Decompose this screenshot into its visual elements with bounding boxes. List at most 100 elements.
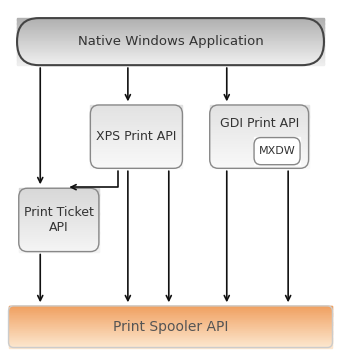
- Bar: [17, 40, 324, 41]
- Bar: [19, 231, 99, 233]
- Bar: [210, 155, 309, 156]
- Bar: [254, 153, 300, 154]
- Bar: [210, 130, 309, 131]
- Bar: [90, 109, 182, 110]
- Bar: [90, 111, 182, 112]
- Bar: [19, 220, 99, 221]
- Bar: [19, 248, 99, 249]
- Bar: [19, 239, 99, 240]
- Bar: [90, 107, 182, 108]
- Bar: [9, 335, 332, 336]
- Bar: [19, 207, 99, 208]
- Bar: [90, 156, 182, 158]
- Bar: [210, 149, 309, 150]
- Bar: [90, 127, 182, 128]
- Bar: [9, 306, 332, 307]
- Bar: [90, 161, 182, 162]
- Bar: [17, 64, 324, 65]
- Bar: [254, 162, 300, 163]
- Bar: [9, 325, 332, 326]
- Bar: [17, 50, 324, 51]
- Bar: [254, 141, 300, 142]
- Bar: [17, 55, 324, 56]
- Bar: [19, 221, 99, 222]
- Bar: [90, 155, 182, 156]
- Bar: [19, 195, 99, 197]
- Bar: [90, 146, 182, 147]
- Bar: [19, 222, 99, 223]
- Bar: [19, 193, 99, 195]
- Bar: [9, 347, 332, 348]
- Bar: [90, 145, 182, 146]
- Bar: [17, 51, 324, 52]
- Bar: [9, 312, 332, 313]
- Bar: [19, 201, 99, 202]
- Bar: [90, 159, 182, 160]
- Bar: [17, 26, 324, 27]
- Bar: [210, 141, 309, 142]
- Bar: [90, 115, 182, 117]
- Bar: [17, 53, 324, 54]
- Bar: [19, 236, 99, 237]
- Bar: [19, 206, 99, 207]
- Bar: [210, 107, 309, 108]
- Bar: [254, 158, 300, 159]
- Bar: [9, 342, 332, 343]
- Bar: [9, 340, 332, 341]
- Bar: [210, 159, 309, 160]
- Bar: [9, 309, 332, 310]
- Bar: [9, 324, 332, 325]
- Bar: [17, 59, 324, 60]
- Bar: [210, 126, 309, 127]
- Bar: [17, 43, 324, 44]
- Bar: [210, 142, 309, 143]
- Bar: [9, 330, 332, 331]
- Bar: [210, 156, 309, 158]
- Bar: [90, 133, 182, 135]
- Bar: [90, 123, 182, 124]
- Bar: [9, 321, 332, 322]
- Bar: [19, 194, 99, 195]
- Bar: [254, 158, 300, 159]
- Bar: [90, 112, 182, 113]
- Bar: [9, 324, 332, 325]
- Bar: [9, 314, 332, 315]
- Bar: [19, 229, 99, 231]
- Bar: [254, 139, 300, 140]
- Bar: [254, 151, 300, 152]
- Bar: [210, 165, 309, 166]
- Bar: [9, 311, 332, 312]
- Bar: [17, 41, 324, 42]
- Bar: [9, 331, 332, 332]
- Bar: [90, 139, 182, 140]
- Bar: [19, 230, 99, 232]
- Bar: [19, 243, 99, 244]
- Text: Native Windows Application: Native Windows Application: [78, 35, 263, 48]
- Bar: [9, 333, 332, 334]
- Bar: [254, 164, 300, 165]
- Text: MXDW: MXDW: [259, 146, 295, 156]
- Bar: [210, 109, 309, 110]
- Bar: [90, 165, 182, 166]
- Bar: [90, 142, 182, 143]
- Bar: [19, 191, 99, 193]
- Bar: [254, 149, 300, 150]
- Bar: [210, 143, 309, 144]
- Bar: [19, 211, 99, 212]
- Bar: [9, 328, 332, 329]
- Bar: [9, 346, 332, 347]
- Bar: [9, 344, 332, 345]
- Bar: [17, 18, 324, 19]
- Bar: [17, 20, 324, 21]
- Bar: [90, 119, 182, 121]
- Bar: [17, 45, 324, 46]
- Bar: [210, 156, 309, 157]
- Bar: [210, 111, 309, 112]
- Bar: [19, 238, 99, 239]
- Bar: [19, 225, 99, 226]
- Bar: [19, 244, 99, 245]
- Bar: [19, 212, 99, 214]
- Bar: [254, 147, 300, 148]
- Text: Print Spooler API: Print Spooler API: [113, 320, 228, 334]
- Bar: [9, 333, 332, 334]
